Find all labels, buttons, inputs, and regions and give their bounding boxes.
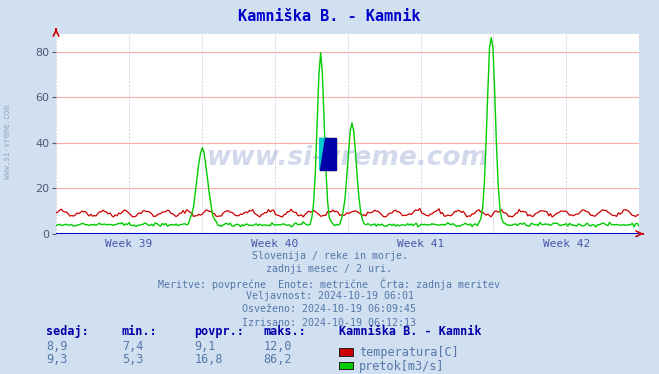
Text: 16,8: 16,8 bbox=[194, 353, 223, 366]
Text: 9,1: 9,1 bbox=[194, 340, 215, 353]
Polygon shape bbox=[320, 138, 329, 170]
Text: sedaj:: sedaj: bbox=[46, 325, 89, 338]
Text: Veljavnost: 2024-10-19 06:01: Veljavnost: 2024-10-19 06:01 bbox=[246, 291, 413, 301]
Text: Meritve: povprečne  Enote: metrične  Črta: zadnja meritev: Meritve: povprečne Enote: metrične Črta:… bbox=[159, 278, 500, 289]
Text: Slovenija / reke in morje.: Slovenija / reke in morje. bbox=[252, 251, 407, 261]
Text: temperatura[C]: temperatura[C] bbox=[359, 346, 459, 359]
Text: www.si-vreme.com: www.si-vreme.com bbox=[3, 105, 13, 179]
Text: zadnji mesec / 2 uri.: zadnji mesec / 2 uri. bbox=[266, 264, 393, 274]
Text: 5,3: 5,3 bbox=[122, 353, 143, 366]
Text: 8,9: 8,9 bbox=[46, 340, 67, 353]
Text: Kamniška B. - Kamnik: Kamniška B. - Kamnik bbox=[239, 9, 420, 24]
Text: Izrisano: 2024-10-19 06:12:13: Izrisano: 2024-10-19 06:12:13 bbox=[243, 318, 416, 328]
Polygon shape bbox=[320, 138, 336, 170]
Text: 9,3: 9,3 bbox=[46, 353, 67, 366]
Text: Osveženo: 2024-10-19 06:09:45: Osveženo: 2024-10-19 06:09:45 bbox=[243, 304, 416, 315]
Text: pretok[m3/s]: pretok[m3/s] bbox=[359, 360, 445, 373]
Text: 86,2: 86,2 bbox=[264, 353, 292, 366]
Text: povpr.:: povpr.: bbox=[194, 325, 244, 338]
Text: 12,0: 12,0 bbox=[264, 340, 292, 353]
Bar bbox=[320, 138, 336, 170]
Text: Kamniška B. - Kamnik: Kamniška B. - Kamnik bbox=[339, 325, 482, 338]
Text: min.:: min.: bbox=[122, 325, 158, 338]
Text: maks.:: maks.: bbox=[264, 325, 306, 338]
Text: 7,4: 7,4 bbox=[122, 340, 143, 353]
Text: www.si-vreme.com: www.si-vreme.com bbox=[207, 145, 488, 171]
